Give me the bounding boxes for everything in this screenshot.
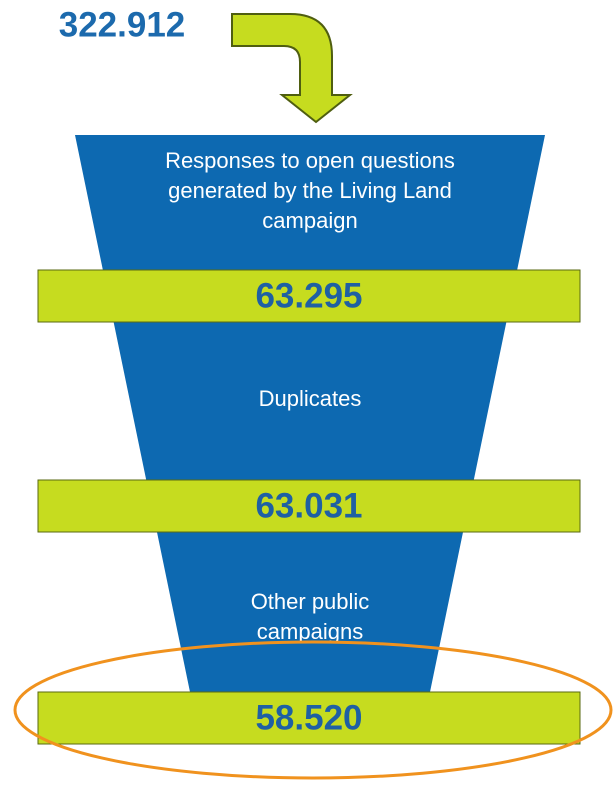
stage-label: Other public [251, 589, 370, 614]
stage-label: generated by the Living Land [168, 178, 452, 203]
stage-label: Responses to open questions [165, 148, 455, 173]
top-value: 322.912 [59, 5, 186, 44]
value-bar [37, 691, 581, 745]
stage-label: campaign [262, 208, 357, 233]
stage-label: Duplicates [259, 386, 362, 411]
stage-value: 63.031 [255, 486, 362, 525]
stage-value: 58.520 [255, 698, 362, 737]
stage-label: campaigns [257, 619, 363, 644]
stage-value: 63.295 [255, 276, 362, 315]
value-bar [37, 269, 581, 323]
value-bar [37, 479, 581, 533]
arrow [231, 13, 353, 124]
highlight-ellipse [13, 640, 613, 780]
